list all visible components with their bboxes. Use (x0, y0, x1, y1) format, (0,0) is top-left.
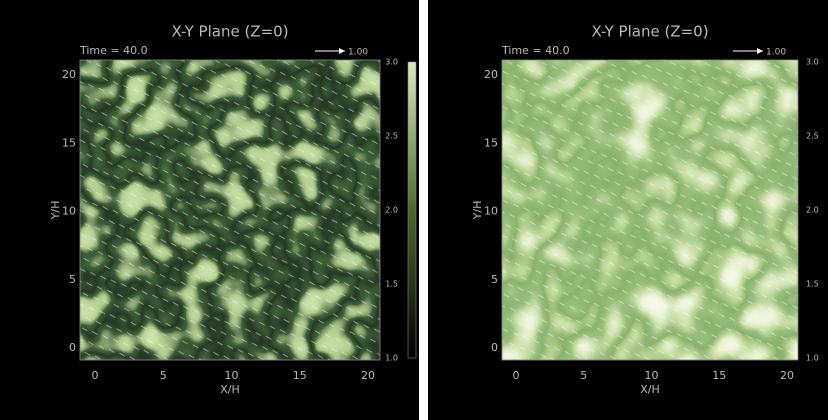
y-tick-label: 5 (491, 273, 498, 286)
colorbar (408, 62, 416, 358)
colorbar-tick-label: 2.0 (385, 206, 398, 215)
panel-title: X-Y Plane (Z=0) (171, 23, 288, 41)
y-tick-label: 15 (484, 136, 498, 149)
colorbar-tick-label: 3.0 (806, 58, 819, 67)
colorbar-tick-label: 2.5 (806, 132, 819, 141)
x-tick-label: 5 (580, 369, 587, 382)
x-tick-label: 20 (361, 369, 375, 382)
y-tick-label: 20 (484, 68, 498, 81)
panel-title: X-Y Plane (Z=0) (591, 23, 708, 41)
screenshot: X-Y Plane (Z=0)Time = 40.01.000510152005… (0, 0, 828, 420)
scale-label: 1.00 (348, 48, 368, 58)
x-tick-label: 15 (712, 369, 726, 382)
time-label: Time = 40.0 (501, 44, 570, 57)
y-tick-label: 5 (69, 273, 76, 286)
x-tick-label: 10 (225, 369, 239, 382)
x-axis-label: X/H (220, 383, 240, 396)
velocity-vectors (502, 60, 798, 360)
time-label: Time = 40.0 (79, 44, 148, 57)
colorbar-tick-label: 3.0 (385, 58, 398, 67)
x-axis-label: X/H (640, 383, 660, 396)
y-tick-label: 15 (62, 136, 76, 149)
y-tick-label: 20 (62, 68, 76, 81)
x-tick-label: 0 (513, 369, 520, 382)
colorbar-tick-label: 2.5 (385, 132, 398, 141)
x-tick-label: 0 (92, 369, 99, 382)
y-tick-label: 0 (69, 341, 76, 354)
y-tick-label: 10 (62, 205, 76, 218)
y-axis-label: Y/H (471, 201, 484, 221)
velocity-vectors (80, 60, 380, 360)
y-tick-label: 0 (491, 341, 498, 354)
colorbar-tick-label: 1.0 (385, 354, 398, 363)
x-tick-label: 5 (160, 369, 167, 382)
y-axis-label: Y/H (49, 201, 62, 221)
colorbar-tick-label: 1.0 (806, 354, 819, 363)
x-tick-label: 10 (645, 369, 659, 382)
colorbar-tick-label: 1.5 (806, 280, 819, 289)
x-tick-label: 15 (293, 369, 307, 382)
scale-label: 1.00 (766, 48, 786, 58)
y-tick-label: 10 (484, 205, 498, 218)
colorbar-tick-label: 2.0 (806, 206, 819, 215)
colorbar-tick-label: 1.5 (385, 280, 398, 289)
x-tick-label: 20 (780, 369, 794, 382)
